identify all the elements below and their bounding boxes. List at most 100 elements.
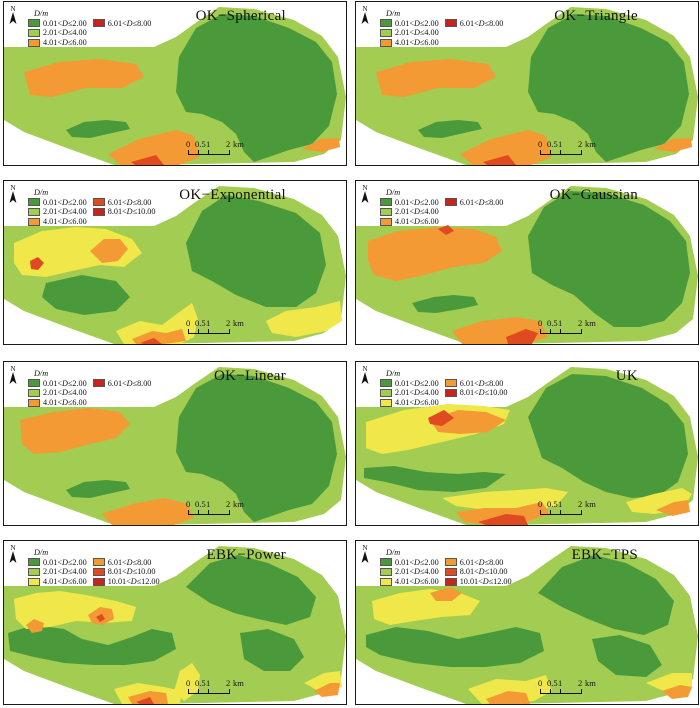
legend-swatch bbox=[444, 388, 457, 397]
map-zone bbox=[66, 120, 130, 138]
map-zone bbox=[528, 14, 689, 162]
map-panel-ebk-tps: N D/m 0.01<D≤2.00 2.01<D≤4.00 4.01<D≤6.0… bbox=[355, 540, 699, 705]
map-title: EBK−Power bbox=[206, 547, 286, 563]
legend-entry: 0.01<D≤2.00 bbox=[380, 558, 439, 568]
legend-swatch bbox=[444, 198, 457, 207]
map-zone bbox=[140, 338, 162, 344]
north-arrow-icon: N bbox=[361, 544, 369, 563]
map-legend: D/m 0.01<D≤2.00 2.01<D≤4.00 4.01<D≤6.00 … bbox=[28, 369, 151, 407]
map-panel-ebk-power: N D/m 0.01<D≤2.00 2.01<D≤4.00 4.01<D≤6.0… bbox=[3, 540, 347, 705]
map-zone bbox=[108, 130, 200, 165]
north-arrow-icon: N bbox=[9, 184, 17, 203]
map-legend: D/m 0.01<D≤2.00 2.01<D≤4.00 4.01<D≤6.00 … bbox=[380, 9, 503, 47]
legend-unit: D/m bbox=[34, 9, 49, 18]
north-arrow-icon: N bbox=[361, 5, 369, 24]
legend-entry: 6.01<D≤8.00 bbox=[444, 198, 503, 208]
map-zone bbox=[456, 502, 550, 525]
legend-entry: 2.01<D≤4.00 bbox=[380, 388, 439, 398]
svg-text:N: N bbox=[362, 544, 367, 552]
map-zone bbox=[186, 555, 316, 625]
legend-swatch bbox=[28, 379, 40, 388]
legend-entry: 6.01<D≤8.00 bbox=[444, 379, 508, 389]
map-zone bbox=[528, 191, 690, 327]
map-zone bbox=[66, 480, 130, 498]
scale-bar: 0 0.5 1 2 km bbox=[538, 499, 600, 517]
legend-swatch bbox=[444, 379, 457, 388]
legend-swatch bbox=[28, 567, 40, 576]
map-zone bbox=[538, 555, 674, 635]
legend-swatch bbox=[92, 577, 105, 586]
interpolation-map bbox=[356, 367, 698, 525]
legend-entry: 4.01<D≤6.00 bbox=[28, 577, 87, 587]
svg-text:N: N bbox=[10, 5, 15, 13]
north-arrow-icon: N bbox=[9, 544, 17, 563]
legend-swatch bbox=[444, 577, 457, 586]
legend-entry: 0.01<D≤2.00 bbox=[380, 379, 439, 389]
map-title: OK−Exponential bbox=[179, 187, 286, 203]
svg-text:N: N bbox=[362, 5, 367, 13]
interpolation-map bbox=[4, 546, 346, 704]
map-panel-ok-spherical: N D/m 0.01<D≤2.00 2.01<D≤4.00 4.01<D≤6.0… bbox=[3, 1, 347, 166]
map-legend: D/m 0.01<D≤2.00 2.01<D≤4.00 4.01<D≤6.00 … bbox=[28, 9, 151, 47]
legend-entry: 2.01<D≤4.00 bbox=[28, 28, 87, 38]
legend-entry: 2.01<D≤4.00 bbox=[28, 388, 87, 398]
legend-unit: D/m bbox=[34, 548, 49, 557]
legend-swatch bbox=[380, 388, 392, 397]
legend-swatch bbox=[444, 558, 457, 567]
legend-swatch bbox=[444, 567, 457, 576]
legend-entry: 0.01<D≤2.00 bbox=[28, 19, 87, 29]
legend-swatch bbox=[380, 577, 392, 586]
svg-text:N: N bbox=[10, 365, 15, 373]
map-zone bbox=[368, 227, 502, 281]
map-zone bbox=[430, 587, 462, 601]
map-zone bbox=[418, 120, 482, 138]
legend-entry: 4.01<D≤6.00 bbox=[28, 398, 87, 408]
scale-bar: 0 0.5 1 2 km bbox=[538, 139, 600, 157]
map-zone bbox=[302, 138, 340, 152]
legend-entry: 4.01<D≤6.00 bbox=[380, 398, 439, 408]
legend-swatch bbox=[380, 398, 392, 407]
scale-bar: 0 0.5 1 2 km bbox=[186, 678, 248, 696]
legend-entry: 8.01<D≤10.00 bbox=[444, 388, 508, 398]
map-zone bbox=[131, 155, 164, 165]
legend-unit: D/m bbox=[386, 188, 401, 197]
map-zone bbox=[364, 466, 506, 492]
map-zone bbox=[20, 408, 130, 454]
legend-unit: D/m bbox=[34, 188, 49, 197]
map-title: OK−Linear bbox=[214, 368, 286, 384]
map-zone bbox=[662, 685, 692, 699]
legend-unit: D/m bbox=[34, 369, 49, 378]
legend-swatch bbox=[380, 567, 392, 576]
map-zone bbox=[468, 675, 552, 704]
map-zone bbox=[176, 14, 337, 162]
map-legend: D/m 0.01<D≤2.00 2.01<D≤4.00 4.01<D≤6.00 … bbox=[380, 548, 512, 586]
legend-swatch bbox=[92, 379, 105, 388]
legend-swatch bbox=[28, 198, 40, 207]
legend-unit: D/m bbox=[386, 548, 401, 557]
interpolation-map bbox=[356, 186, 698, 344]
map-zone bbox=[366, 627, 544, 667]
map-zone bbox=[478, 514, 528, 525]
interpolation-map bbox=[356, 546, 698, 704]
map-zone bbox=[24, 59, 144, 97]
map-legend: D/m 0.01<D≤2.00 2.01<D≤4.00 4.01<D≤6.00 … bbox=[380, 369, 508, 407]
legend-swatch bbox=[28, 577, 40, 586]
map-title: OK−Gaussian bbox=[549, 187, 638, 203]
legend-entry: 2.01<D≤4.00 bbox=[380, 207, 439, 217]
legend-swatch bbox=[380, 379, 392, 388]
legend-entry: 2.01<D≤4.00 bbox=[380, 28, 439, 38]
map-panel-ok-gaussian: N D/m 0.01<D≤2.00 2.01<D≤4.00 4.01<D≤6.0… bbox=[355, 180, 699, 345]
map-title: UK bbox=[615, 368, 638, 384]
legend-entry: 2.01<D≤4.00 bbox=[28, 567, 87, 577]
map-zone bbox=[132, 329, 186, 344]
map-legend: D/m 0.01<D≤2.00 2.01<D≤4.00 4.01<D≤6.00 … bbox=[28, 188, 156, 226]
legend-swatch bbox=[380, 558, 392, 567]
scale-bar: 0 0.5 1 2 km bbox=[186, 139, 248, 157]
map-zone bbox=[412, 295, 478, 313]
map-zone bbox=[428, 410, 454, 426]
legend-entry: 6.01<D≤8.00 bbox=[444, 558, 512, 568]
map-title: OK−Spherical bbox=[195, 8, 286, 24]
legend-entry: 0.01<D≤2.00 bbox=[28, 558, 87, 568]
legend-swatch bbox=[28, 19, 40, 28]
map-zone bbox=[42, 275, 130, 315]
